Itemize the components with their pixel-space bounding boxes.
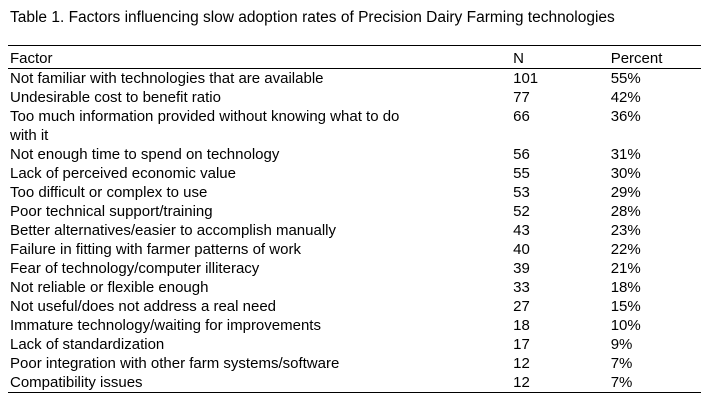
n-cell: 17	[513, 336, 530, 353]
table-row: Better alternatives/easier to accomplish…	[8, 221, 701, 240]
percent-cell: 31%	[610, 146, 641, 163]
table-row: Not enough time to spend on technology 5…	[8, 145, 701, 164]
percent-cell: 36%	[610, 108, 641, 125]
factor-cell: Failure in fitting with farmer patterns …	[10, 241, 301, 258]
n-cell: 40	[513, 241, 530, 258]
percent-cell: 29%	[610, 184, 641, 201]
table-row: Too difficult or complex to use 53 29%	[8, 183, 701, 202]
factor-cell: Lack of perceived economic value	[10, 165, 236, 182]
n-cell: 18	[513, 317, 530, 334]
factor-cell: Undesirable cost to benefit ratio	[10, 89, 221, 106]
header-factor: Factor	[8, 45, 514, 69]
factor-cell: Poor integration with other farm systems…	[10, 355, 340, 372]
factor-cell: Not useful/does not address a real need	[10, 298, 277, 315]
percent-cell: 10%	[610, 317, 641, 334]
table-row: Undesirable cost to benefit ratio 77 42%	[8, 88, 701, 107]
factor-cell: Fear of technology/computer illiteracy	[10, 260, 260, 277]
n-cell: 33	[513, 279, 530, 296]
factor-cell: Not familiar with technologies that are …	[10, 70, 324, 87]
header-row: Factor N Percent	[8, 45, 701, 69]
table-row: Not reliable or flexible enough 33 18%	[8, 278, 701, 297]
table-row: Lack of standardization 17 9%	[8, 335, 701, 354]
table-row: Lack of perceived economic value 55 30%	[8, 164, 701, 183]
table-row: Immature technology/waiting for improvem…	[8, 316, 701, 335]
table-row: Poor integration with other farm systems…	[8, 354, 701, 373]
percent-cell: 18%	[610, 279, 641, 296]
factor-cell: Poor technical support/training	[10, 203, 213, 220]
table-row: Compatibility issues 12 7%	[8, 373, 701, 393]
n-cell: 52	[513, 203, 530, 220]
table-header: Factor N Percent	[8, 45, 701, 69]
n-cell: 77	[513, 89, 530, 106]
percent-cell: 23%	[610, 222, 641, 239]
table-row: Failure in fitting with farmer patterns …	[8, 240, 701, 259]
n-cell: 101	[513, 70, 539, 87]
factor-cell: Compatibility issues	[8, 373, 514, 393]
percent-cell: 7%	[610, 355, 633, 372]
table-caption: Table 1. Factors influencing slow adopti…	[10, 9, 615, 26]
factor-cell: Lack of standardization	[10, 336, 165, 353]
table-row: Not familiar with technologies that are …	[8, 69, 701, 89]
factor-cell: Too much information provided without kn…	[10, 108, 400, 144]
table-row: Poor technical support/training 52 28%	[8, 202, 701, 221]
percent-cell: 21%	[610, 260, 641, 277]
factors-table: Factor N Percent Not familiar with techn…	[8, 45, 701, 393]
n-cell: 53	[513, 184, 530, 201]
factor-cell: Immature technology/waiting for improvem…	[10, 317, 321, 334]
factor-cell: Too difficult or complex to use	[10, 184, 208, 201]
percent-cell: 9%	[610, 336, 633, 353]
table-row: Too much information provided without kn…	[8, 107, 701, 145]
table-row: Not useful/does not address a real need …	[8, 297, 701, 316]
header-n: N	[513, 45, 611, 69]
n-cell: 12	[513, 355, 530, 372]
n-cell: 39	[513, 260, 530, 277]
n-cell: 12	[513, 373, 611, 393]
percent-cell: 55%	[610, 70, 641, 87]
n-cell: 27	[513, 298, 530, 315]
percent-cell: 28%	[610, 203, 641, 220]
factor-cell: Better alternatives/easier to accomplish…	[10, 222, 336, 239]
percent-cell: 30%	[610, 165, 641, 182]
factor-cell: Not enough time to spend on technology	[10, 146, 280, 163]
n-cell: 56	[513, 146, 530, 163]
n-cell: 55	[513, 165, 530, 182]
percent-cell: 15%	[610, 298, 641, 315]
percent-cell: 42%	[610, 89, 641, 106]
n-cell: 66	[513, 108, 530, 125]
percent-cell: 22%	[610, 241, 641, 258]
percent-cell: 7%	[610, 373, 701, 393]
header-percent: Percent	[610, 45, 701, 69]
table-body: Not familiar with technologies that are …	[8, 69, 701, 393]
factor-cell: Not reliable or flexible enough	[10, 279, 209, 296]
table-row: Fear of technology/computer illiteracy 3…	[8, 259, 701, 278]
n-cell: 43	[513, 222, 530, 239]
